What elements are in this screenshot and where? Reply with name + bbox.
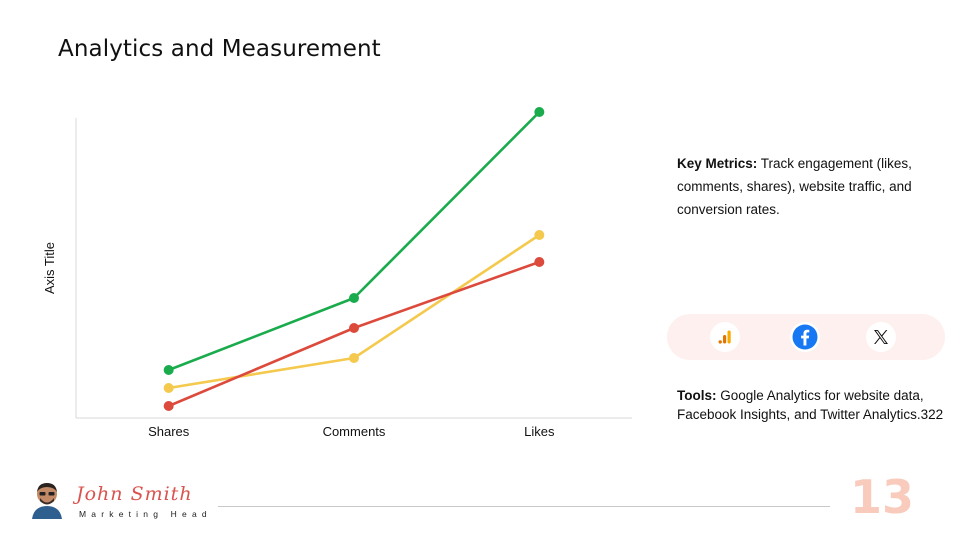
data-point bbox=[163, 383, 174, 393]
brand-role: Marketing Head bbox=[79, 509, 212, 519]
data-point bbox=[349, 323, 359, 333]
tools-label: Tools: bbox=[677, 388, 717, 403]
line-chart: Axis Title Shares Comments Likes bbox=[42, 107, 632, 439]
data-point bbox=[534, 107, 545, 117]
facebook-icon[interactable] bbox=[790, 322, 820, 352]
x-icon[interactable] bbox=[866, 322, 896, 352]
x-tick-label: Shares bbox=[148, 424, 190, 439]
data-point bbox=[163, 365, 174, 375]
data-point bbox=[349, 293, 359, 303]
avatar bbox=[32, 483, 62, 519]
y-axis-title: Axis Title bbox=[42, 242, 57, 294]
key-metrics-text: Key Metrics: Track engagement (likes, co… bbox=[677, 152, 942, 221]
key-metrics-body: Track engagement (likes, comments, share… bbox=[677, 156, 912, 217]
brand-signature: John Smith Marketing Head bbox=[30, 481, 230, 526]
series-line-3 bbox=[168, 260, 540, 408]
footer-divider bbox=[218, 506, 830, 507]
tools-body: Google Analytics for website data, Faceb… bbox=[677, 388, 944, 422]
x-tick-label: Comments bbox=[323, 424, 386, 439]
series-line-2 bbox=[168, 233, 541, 390]
data-point bbox=[534, 257, 545, 267]
brand-name: John Smith bbox=[76, 483, 193, 505]
tools-text: Tools: Google Analytics for website data… bbox=[677, 387, 947, 424]
google-analytics-icon[interactable] bbox=[710, 322, 740, 352]
tools-icon-bar bbox=[667, 314, 945, 360]
page-number: 13 bbox=[850, 470, 915, 524]
x-tick-label: Likes bbox=[524, 424, 555, 439]
data-point bbox=[349, 353, 359, 363]
data-point bbox=[534, 230, 545, 240]
key-metrics-label: Key Metrics: bbox=[677, 156, 758, 171]
page-title: Analytics and Measurement bbox=[58, 36, 381, 62]
data-point bbox=[163, 401, 174, 411]
